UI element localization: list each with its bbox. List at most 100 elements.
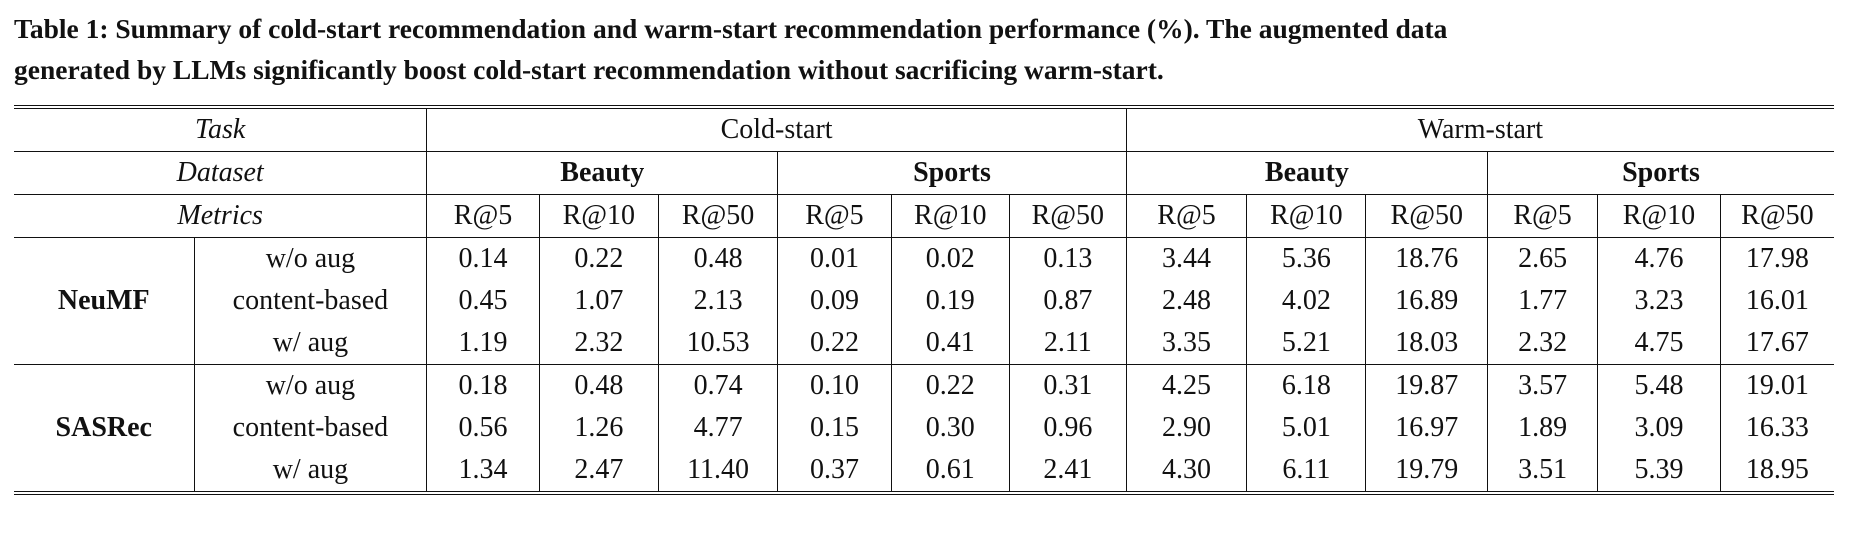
metric-header: R@50 (657, 194, 778, 238)
table-cell: 0.56 (426, 407, 540, 449)
table-cell: 6.18 (1246, 364, 1366, 407)
table-cell: 0.37 (777, 449, 892, 493)
variant-name: content-based (193, 407, 427, 449)
table-cell: 3.23 (1597, 280, 1721, 322)
table-cell: 5.39 (1597, 449, 1721, 493)
metric-header: R@10 (538, 194, 659, 238)
variant-name: content-based (193, 280, 427, 322)
table-cell: 0.22 (777, 322, 892, 365)
table-cell: 4.76 (1597, 237, 1721, 280)
model-name: NeuMF (57, 285, 150, 316)
table-cell: 1.07 (538, 280, 659, 322)
table-cell: 3.09 (1597, 407, 1721, 449)
dataset-label: Dataset (14, 151, 427, 195)
table-cell: 4.25 (1125, 364, 1247, 407)
table-cell: 5.01 (1246, 407, 1366, 449)
table-cell: 0.96 (1008, 407, 1127, 449)
header-row-metrics: Metrics R@5 R@10 R@50 R@5 R@10 R@50 R@5 R@10 R@5… (14, 194, 1834, 238)
table-cell: 0.10 (777, 364, 892, 407)
table-cell: 11.40 (657, 449, 778, 493)
metric-header: R@5 (1125, 194, 1247, 238)
variant-name: w/ aug (193, 449, 427, 493)
table-cell: 2.48 (1125, 280, 1247, 322)
table-cell: 0.22 (538, 237, 659, 280)
task-warm-start: Warm-start (1125, 107, 1834, 152)
table-cell: 3.57 (1487, 364, 1598, 407)
task-cold-start: Cold-start (426, 107, 1127, 152)
table-cell: 0.02 (890, 237, 1010, 280)
task-label: Task (14, 107, 427, 152)
variant-name: w/ aug (193, 322, 427, 365)
table-cell: 10.53 (657, 322, 778, 365)
table-cell: 2.65 (1487, 237, 1598, 280)
variant-name: w/o aug (193, 364, 427, 407)
model-name: SASRec (14, 364, 195, 493)
table-cell: 4.75 (1597, 322, 1721, 365)
dataset-warm-beauty: Beauty (1125, 151, 1488, 195)
metric-header: R@10 (1597, 194, 1721, 238)
table-row: SASRec w/o aug 0.18 0.48 0.74 0.10 0.22 0.31 4.2… (14, 364, 1834, 493)
caption-line-1: Table 1: Summary of cold-start recommend… (14, 13, 1448, 44)
table-cell: 0.18 (426, 364, 540, 407)
table-cell: 19.01 (1719, 364, 1834, 407)
table-row: content-based 0.45 1.07 2.13 0.09 0.19 0.87 2.4… (14, 280, 1834, 322)
results-table: Task Cold-start Warm-start Dataset Beaut… (14, 105, 1834, 495)
table-cell: 16.33 (1719, 407, 1834, 449)
table-cell: 0.61 (890, 449, 1010, 493)
table-cell: 2.32 (538, 322, 659, 365)
variant-name: w/o aug (193, 237, 427, 280)
table-cell: 1.77 (1487, 280, 1598, 322)
table-cell: 4.30 (1125, 449, 1247, 493)
table-row: NeuMF w/o aug 0.14 0.22 0.48 0.01 0.02 0.13 3.44… (14, 237, 1834, 316)
header-row-task: Task Cold-start Warm-start (14, 107, 1834, 152)
table-cell: 18.03 (1365, 322, 1488, 365)
table-cell: 6.11 (1246, 449, 1366, 493)
table-caption: Table 1: Summary of cold-start recommend… (14, 8, 1834, 90)
table-cell: 0.74 (657, 364, 778, 407)
header-row-dataset: Dataset Beauty Sports Beauty Sports (14, 151, 1834, 195)
metric-header: R@10 (890, 194, 1010, 238)
metric-header: R@50 (1719, 194, 1834, 238)
table-row: w/ aug 1.19 2.32 10.53 0.22 0.41 2.11 3.35 5.21 1… (14, 322, 1834, 365)
table-cell: 2.47 (538, 449, 659, 493)
metrics-label: Metrics (14, 194, 427, 238)
table-cell: 5.48 (1597, 364, 1721, 407)
table-cell: 0.09 (777, 280, 892, 322)
dataset-cold-beauty: Beauty (426, 151, 778, 195)
metric-header: R@5 (426, 194, 540, 238)
table-cell: 0.15 (777, 407, 892, 449)
table-cell: 3.51 (1487, 449, 1598, 493)
table-cell: 1.19 (426, 322, 540, 365)
table-cell: 0.45 (426, 280, 540, 322)
table-cell: 2.32 (1487, 322, 1598, 365)
metric-header: R@5 (777, 194, 892, 238)
table-cell: 5.36 (1246, 237, 1366, 280)
table-cell: 16.89 (1365, 280, 1488, 322)
metric-header: R@50 (1365, 194, 1488, 238)
table-cell: 0.31 (1008, 364, 1127, 407)
table-cell: 18.76 (1365, 237, 1488, 280)
table-cell: 2.41 (1008, 449, 1127, 493)
dataset-cold-sports: Sports (777, 151, 1127, 195)
table-cell: 0.22 (890, 364, 1010, 407)
table-cell: 3.44 (1125, 237, 1247, 280)
table-cell: 0.14 (426, 237, 540, 280)
table-cell: 1.26 (538, 407, 659, 449)
dataset-warm-sports: Sports (1487, 151, 1834, 195)
table-cell: 0.13 (1008, 237, 1127, 280)
table-cell: 1.34 (426, 449, 540, 493)
table-cell: 4.77 (657, 407, 778, 449)
metric-header: R@50 (1008, 194, 1127, 238)
table-cell: 19.87 (1365, 364, 1488, 407)
table-cell: 0.41 (890, 322, 1010, 365)
table-cell: 0.48 (538, 364, 659, 407)
table-row: content-based 0.56 1.26 4.77 0.15 0.30 0.96 2.9… (14, 407, 1834, 449)
table-cell: 0.48 (657, 237, 778, 280)
table-cell: 16.01 (1719, 280, 1834, 322)
table-row: w/ aug 1.34 2.47 11.40 0.37 0.61 2.41 4.30 6.11 1… (14, 449, 1834, 493)
table-body: Task Cold-start Warm-start Dataset Beaut… (14, 107, 1834, 493)
results-table-container: Task Cold-start Warm-start Dataset Beaut… (14, 105, 1834, 495)
table-cell: 0.30 (890, 407, 1010, 449)
table-cell: 5.21 (1246, 322, 1366, 365)
